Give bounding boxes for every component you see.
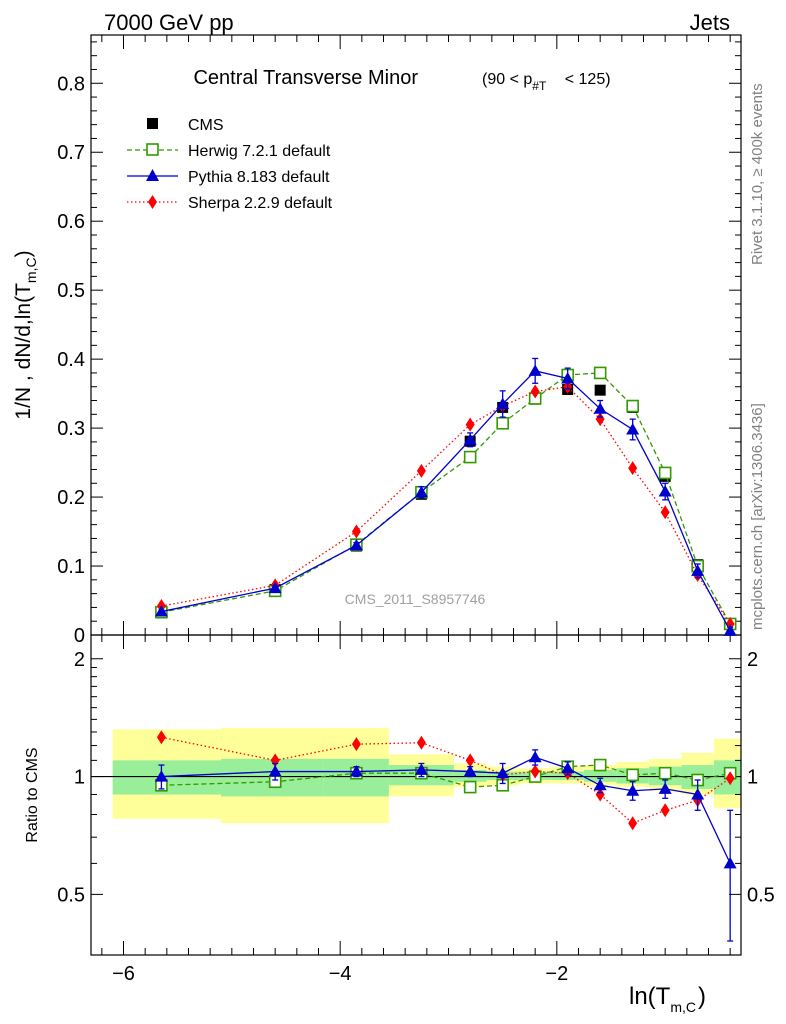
ratio-pythia-point — [349, 765, 363, 777]
ratio-herwig-point — [463, 780, 477, 794]
legend: CMS Herwig 7.2.1 default Pythia 8.183 de… — [127, 117, 333, 212]
ratio-sherpa-point — [530, 764, 540, 779]
legend-herwig-label: Herwig 7.2.1 default — [188, 143, 331, 160]
main-y-tick-label: 0.7 — [57, 142, 85, 164]
main-pythia-point — [496, 397, 510, 409]
main-y-tick-label: 0.3 — [57, 418, 85, 440]
main-y-tick-label: 0.5 — [57, 280, 85, 302]
ratio-y-tick-label-left: 2 — [74, 649, 85, 671]
ratio-sherpa-point — [595, 787, 605, 802]
x-tick-label: −2 — [545, 963, 568, 985]
main-title: Central Transverse Minor — [193, 67, 418, 89]
main-pythia-point — [528, 364, 542, 376]
main-pythia-point — [658, 485, 672, 497]
ratio-sherpa-point — [416, 735, 426, 750]
legend-herwig-marker — [146, 143, 159, 156]
ratio-y-tick-label-right: 1 — [747, 767, 758, 789]
main-sherpa-point — [351, 524, 361, 539]
main-cms-point — [594, 384, 606, 396]
main-pythia-point — [723, 624, 737, 636]
ratio-y-tick-label-right: 2 — [747, 649, 758, 671]
main-y-tick-label: 0.6 — [57, 211, 85, 233]
legend-pythia-label: Pythia 8.183 default — [188, 169, 330, 186]
ratio-pythia-point — [496, 766, 510, 779]
ratio-pythia-point — [268, 765, 282, 777]
main-pythia-point — [154, 605, 168, 617]
ratio-sherpa-point — [351, 737, 361, 752]
ratio-y-axis-label: Ratio to CMS — [24, 747, 41, 842]
ratio-herwig-point — [658, 766, 672, 780]
main-sherpa-line — [161, 386, 731, 625]
main-pythia-point — [691, 564, 705, 576]
legend-cms-marker — [147, 118, 158, 129]
main-sherpa-point — [465, 417, 475, 432]
legend-sherpa-label: Sherpa 2.2.9 default — [188, 195, 333, 212]
ratio-pythia-point — [528, 750, 542, 763]
legend-pythia-marker — [146, 169, 159, 181]
legend-sherpa-marker — [148, 195, 157, 209]
main-herwig-line — [161, 372, 731, 625]
ratio-sherpa-point — [628, 816, 638, 831]
x-axis-label: ln(Tm,C) — [629, 983, 706, 1015]
main-y-tick-label: 0 — [74, 625, 85, 647]
ratio-pythia-point — [723, 856, 737, 869]
main-y-tick-label: 0.8 — [57, 73, 85, 95]
main-herwig-point — [658, 466, 672, 480]
main-pythia-point — [626, 422, 640, 435]
main-title-range: (90 < p#T < 125) — [482, 71, 611, 93]
x-tick-label: −6 — [112, 963, 135, 985]
ratio-pythia-point — [593, 778, 607, 791]
rivet-label: Rivet 3.1.10, ≥ 400k events — [749, 83, 766, 265]
main-herwig-point — [463, 450, 477, 464]
main-herwig-point — [593, 366, 607, 380]
ratio-pythia-point — [561, 761, 575, 774]
ratio-y-tick-label-left: 1 — [74, 767, 85, 789]
main-sherpa-point — [628, 461, 638, 476]
ratio-herwig-point — [593, 758, 607, 772]
ratio-plot-frame — [90, 634, 742, 956]
ratio-sherpa-point — [465, 753, 475, 768]
ratio-pythia-point — [658, 782, 672, 794]
main-sherpa-point — [416, 463, 426, 478]
ratio-sherpa-point — [660, 803, 670, 818]
main-herwig-point — [626, 399, 639, 413]
main-pythia-point — [349, 538, 363, 551]
watermark: CMS_2011_S8957746 — [345, 591, 486, 607]
main-pythia-point — [593, 402, 607, 414]
header-right: Jets — [690, 10, 730, 35]
ratio-pythia-point — [154, 770, 168, 782]
ratio-y-tick-label-left: 0.5 — [57, 884, 85, 906]
main-pythia-point — [414, 485, 428, 498]
main-herwig-point — [496, 416, 509, 430]
main-sherpa-point — [530, 384, 540, 399]
ratio-pythia-point — [691, 787, 705, 800]
main-pythia-point — [268, 581, 282, 594]
ratio-pythia-point — [463, 765, 477, 777]
ratio-band-inner — [583, 769, 617, 782]
ratio-herwig-point — [626, 768, 639, 782]
main-sherpa-point — [660, 505, 670, 520]
main-y-tick-label: 0.4 — [57, 349, 85, 371]
ratio-y-tick-label-right: 0.5 — [747, 884, 775, 906]
header-left: 7000 GeV pp — [104, 10, 234, 35]
main-y-tick-label: 0.1 — [57, 556, 85, 578]
ratio-pythia-point — [414, 763, 428, 775]
legend-cms-label: CMS — [188, 117, 224, 134]
main-sherpa-point — [595, 412, 605, 427]
main-y-tick-label: 0.2 — [57, 487, 85, 509]
main-pythia-point — [463, 433, 477, 445]
x-tick-label: −4 — [329, 963, 352, 985]
ratio-pythia-point — [626, 784, 640, 796]
ratio-sherpa-point — [156, 730, 166, 745]
ratio-sherpa-point — [725, 771, 735, 786]
main-y-axis-label: 1/N , dN/d,ln(Tm,C) — [12, 250, 39, 419]
main-pythia-point — [561, 371, 575, 384]
mcplots-label: mcplots.cern.ch [arXiv:1306.3436] — [749, 403, 766, 630]
